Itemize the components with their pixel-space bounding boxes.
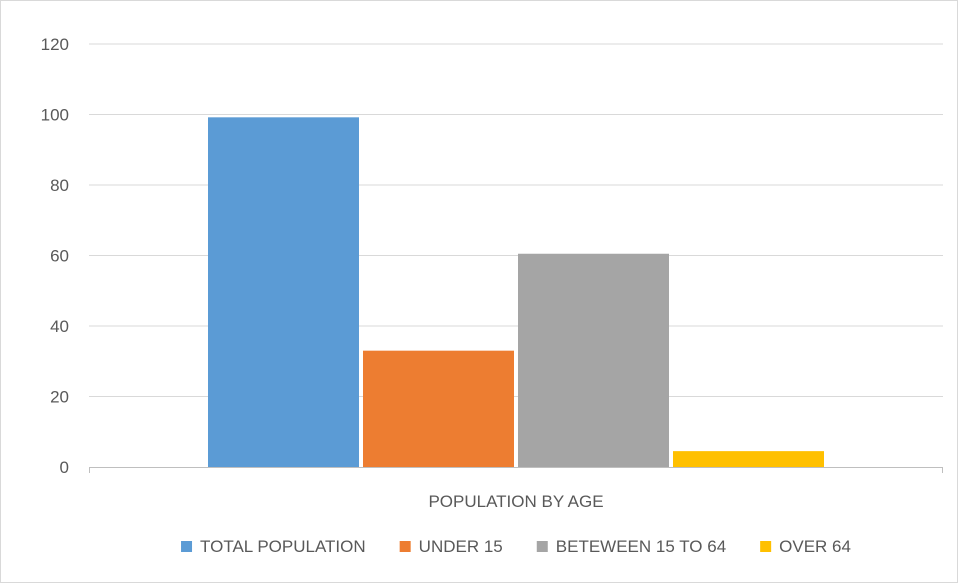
legend: TOTAL POPULATION UNDER 15 BETEWEEN 15 TO 6… bbox=[181, 537, 851, 556]
bar-under-15 bbox=[363, 350, 514, 467]
y-tick-label: 20 bbox=[50, 388, 69, 407]
bar-over-64 bbox=[673, 451, 824, 467]
legend-label: UNDER 15 bbox=[419, 537, 503, 556]
legend-label: TOTAL POPULATION bbox=[200, 537, 366, 556]
y-tick-label: 60 bbox=[50, 247, 69, 266]
legend-swatch bbox=[181, 541, 193, 552]
y-tick-label: 0 bbox=[60, 458, 69, 477]
category-label: POPULATION BY AGE bbox=[428, 492, 603, 511]
bars bbox=[208, 117, 824, 467]
legend-label: OVER 64 bbox=[779, 537, 851, 556]
y-tick-label: 80 bbox=[50, 176, 69, 195]
legend-label: BETEWEEN 15 TO 64 bbox=[556, 537, 726, 556]
legend-swatch bbox=[399, 541, 411, 552]
legend-swatch bbox=[536, 541, 548, 552]
y-axis-ticks: 0 20 40 60 80 100 120 bbox=[41, 35, 69, 477]
bar-total-population bbox=[208, 117, 359, 467]
bar-beteween-15-to-64 bbox=[518, 253, 669, 467]
y-tick-label: 120 bbox=[41, 35, 69, 54]
category-labels: POPULATION BY AGE bbox=[428, 492, 603, 511]
y-tick-label: 40 bbox=[50, 317, 69, 336]
x-axis bbox=[89, 467, 943, 473]
y-tick-label: 100 bbox=[41, 106, 69, 125]
legend-swatch bbox=[760, 541, 772, 552]
